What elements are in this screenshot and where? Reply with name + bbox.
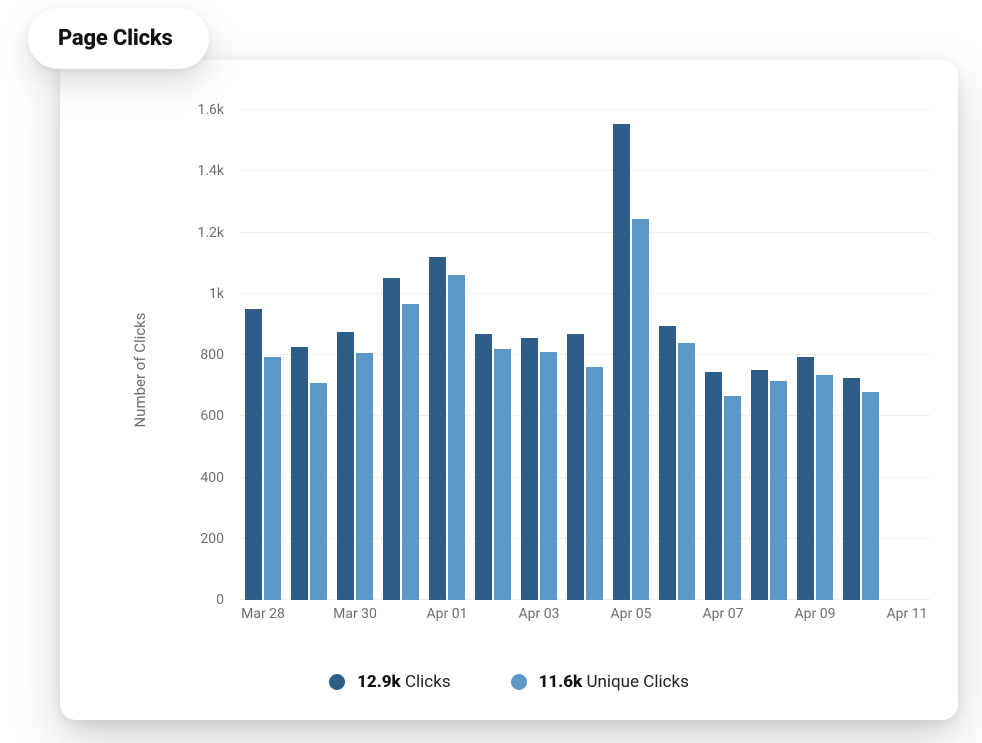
bar (797, 357, 814, 600)
bar (521, 338, 538, 600)
bar-group (567, 110, 604, 600)
bar-group (337, 110, 374, 600)
bar-group (843, 110, 880, 600)
bar-group (245, 110, 282, 600)
y-tick-label: 200 (168, 531, 224, 547)
bar-group (613, 110, 650, 600)
bar (310, 383, 327, 600)
bar-group (659, 110, 696, 600)
chart-title: Page Clicks (58, 26, 173, 51)
bar (383, 278, 400, 600)
legend-label-unique-clicks: Unique Clicks (586, 672, 688, 692)
y-tick-label: 400 (168, 470, 224, 486)
bar (448, 275, 465, 600)
bar (356, 353, 373, 600)
plot-area: Number of Clicks 02004006008001k1.2k1.4k… (140, 110, 930, 630)
bar-group (291, 110, 328, 600)
bar-group (383, 110, 420, 600)
bar-group (521, 110, 558, 600)
chart-card: Number of Clicks 0 200 400 600 800 1k 1.2k 1.4k… (60, 60, 958, 720)
bar (264, 357, 281, 600)
x-tick-label: Apr 03 (519, 606, 560, 622)
y-tick-label: 600 (168, 408, 224, 424)
x-tick-label: Apr 07 (703, 606, 744, 622)
bar (816, 375, 833, 600)
bar (586, 367, 603, 600)
bar (337, 332, 354, 600)
bar (724, 396, 741, 600)
bar-group (475, 110, 512, 600)
bar (843, 378, 860, 600)
y-tick-label: 1k (168, 286, 224, 302)
y-tick-label: 800 (168, 347, 224, 363)
bar-group (705, 110, 742, 600)
legend-value-clicks: 12.9k (357, 672, 401, 692)
chart-title-pill: Page Clicks (28, 8, 209, 69)
bar (632, 219, 649, 600)
y-tick-label: 0 (168, 592, 224, 608)
bar (770, 381, 787, 600)
legend: 12.9k Clicks 11.6k Unique Clicks (60, 672, 958, 692)
bar-group (797, 110, 834, 600)
legend-text-unique-clicks: 11.6k Unique Clicks (539, 672, 689, 692)
x-tick-label: Apr 05 (611, 606, 652, 622)
y-axis-label: Number of Clicks (131, 312, 149, 427)
x-tick-label: Mar 30 (333, 606, 377, 622)
bar (429, 257, 446, 600)
legend-label-clicks: Clicks (405, 672, 451, 692)
y-tick-label: 1.6k (168, 102, 224, 118)
legend-item-unique-clicks: 11.6k Unique Clicks (511, 672, 689, 692)
bar (245, 309, 262, 600)
bar (678, 343, 695, 600)
bar (475, 334, 492, 600)
bar (567, 334, 584, 600)
x-axis: Mar 28 Mar 30 Apr 01 Apr 03 Apr 05 Apr 07 Apr … (240, 600, 930, 630)
bar-group (751, 110, 788, 600)
plot (240, 110, 930, 600)
bar (291, 347, 308, 600)
x-tick-label: Mar 28 (241, 606, 285, 622)
bar (402, 304, 419, 600)
bars-container (240, 110, 930, 600)
x-tick-label: Apr 11 (887, 606, 928, 622)
bar (540, 352, 557, 600)
bar (705, 372, 722, 600)
legend-swatch-clicks (329, 674, 345, 690)
x-tick-label: Apr 09 (795, 606, 836, 622)
bar (751, 370, 768, 600)
y-axis: 02004006008001k1.2k1.4k1.6k (168, 110, 232, 630)
bar-group (429, 110, 466, 600)
x-tick-label: Apr 01 (427, 606, 468, 622)
y-tick-label: 1.2k (168, 225, 224, 241)
bar (862, 392, 879, 600)
bar (494, 349, 511, 600)
bar (659, 326, 676, 600)
bar (613, 124, 630, 600)
y-tick-label: 1.4k (168, 163, 224, 179)
legend-swatch-unique-clicks (511, 674, 527, 690)
legend-text-clicks: 12.9k Clicks (357, 672, 450, 692)
legend-value-unique-clicks: 11.6k (539, 672, 583, 692)
legend-item-clicks: 12.9k Clicks (329, 672, 450, 692)
